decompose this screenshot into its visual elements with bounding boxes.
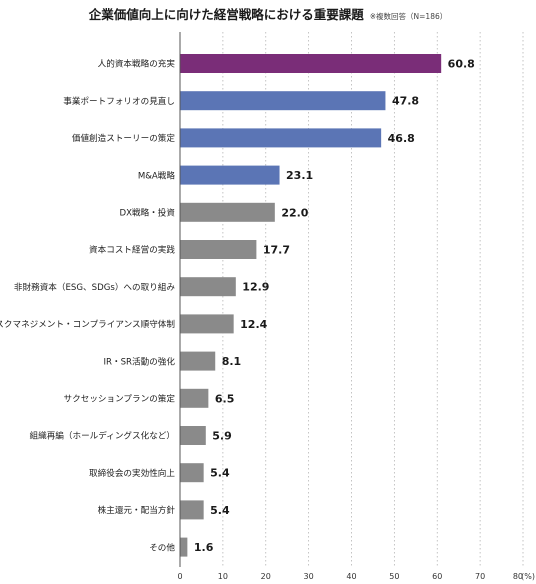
bar bbox=[180, 202, 275, 222]
category-label: IR・SR活動の強化 bbox=[104, 355, 176, 367]
title-row: 企業価値向上に向けた経営戦略における重要課題 ※複数回答（N=186） bbox=[0, 4, 536, 23]
x-tick-label: 10 bbox=[218, 572, 228, 581]
x-tick-label: 30 bbox=[304, 572, 314, 581]
value-label: 5.4 bbox=[210, 467, 230, 480]
category-label: DX戦略・投資 bbox=[120, 207, 176, 219]
value-label: 22.0 bbox=[281, 206, 308, 219]
category-label: その他 bbox=[149, 541, 175, 553]
category-label: サクセッションプランの策定 bbox=[64, 393, 176, 405]
x-unit-label: (%) bbox=[521, 572, 535, 581]
value-label: 1.6 bbox=[194, 541, 214, 554]
chart-title: 企業価値向上に向けた経営戦略における重要課題 bbox=[88, 7, 364, 22]
bar bbox=[180, 54, 442, 73]
value-label: 8.1 bbox=[222, 355, 242, 368]
value-label: 23.1 bbox=[286, 169, 313, 182]
bar bbox=[180, 91, 386, 111]
bar bbox=[180, 165, 280, 185]
category-label: M&A戦略 bbox=[138, 169, 176, 181]
label-layer: 人的資本戦略の充実 60.8 事業ポートフォリオの見直し 47.8 価値創造ストーリーの… bbox=[0, 58, 475, 555]
value-label: 47.8 bbox=[392, 95, 419, 108]
value-label: 60.8 bbox=[448, 58, 475, 71]
bar bbox=[180, 314, 234, 334]
bar bbox=[180, 277, 236, 297]
bar bbox=[180, 426, 206, 445]
bar bbox=[180, 500, 204, 520]
category-label: 資本コスト経営の実践 bbox=[89, 244, 175, 256]
category-label: 株主還元・配当方針 bbox=[98, 504, 176, 516]
bar bbox=[180, 388, 209, 408]
category-label: 事業ポートフォリオの見直し bbox=[63, 95, 175, 107]
category-label: 組織再編（ホールディングス化など） bbox=[30, 430, 176, 442]
bar bbox=[180, 128, 382, 148]
value-label: 5.9 bbox=[212, 430, 232, 443]
bar-layer bbox=[180, 54, 442, 557]
value-label: 6.5 bbox=[215, 392, 235, 405]
category-label: 人的資本戦略の充実 bbox=[98, 58, 176, 70]
grid-layer bbox=[179, 32, 524, 567]
value-label: 17.7 bbox=[263, 244, 290, 257]
bar bbox=[180, 463, 204, 483]
bar bbox=[180, 240, 257, 259]
x-tick-label: 50 bbox=[389, 572, 399, 581]
bar bbox=[180, 537, 188, 557]
axis-layer: 0 10 20 30 40 50 60 70 80(%) bbox=[177, 572, 535, 581]
chart-note: ※複数回答（N=186） bbox=[369, 12, 448, 21]
x-tick-label: 70 bbox=[475, 572, 485, 581]
value-label: 5.4 bbox=[210, 504, 230, 517]
x-tick-label: 0 bbox=[177, 572, 182, 581]
value-label: 46.8 bbox=[388, 132, 415, 145]
category-label: 非財務資本（ESG、SDGs）への取り組み bbox=[14, 281, 175, 293]
value-label: 12.9 bbox=[242, 281, 269, 294]
category-label: 価値創造ストーリーの策定 bbox=[72, 132, 176, 144]
bar bbox=[180, 351, 216, 371]
x-tick-label: 40 bbox=[346, 572, 356, 581]
x-tick-label: 80 bbox=[513, 572, 523, 581]
category-label: リスクマネジメント・コンプライアンス順守体制 bbox=[0, 318, 175, 330]
value-label: 12.4 bbox=[240, 318, 267, 331]
category-label: 取締役会の実効性向上 bbox=[89, 467, 175, 479]
x-tick-label: 60 bbox=[432, 572, 442, 581]
x-tick-label: 20 bbox=[261, 572, 271, 581]
